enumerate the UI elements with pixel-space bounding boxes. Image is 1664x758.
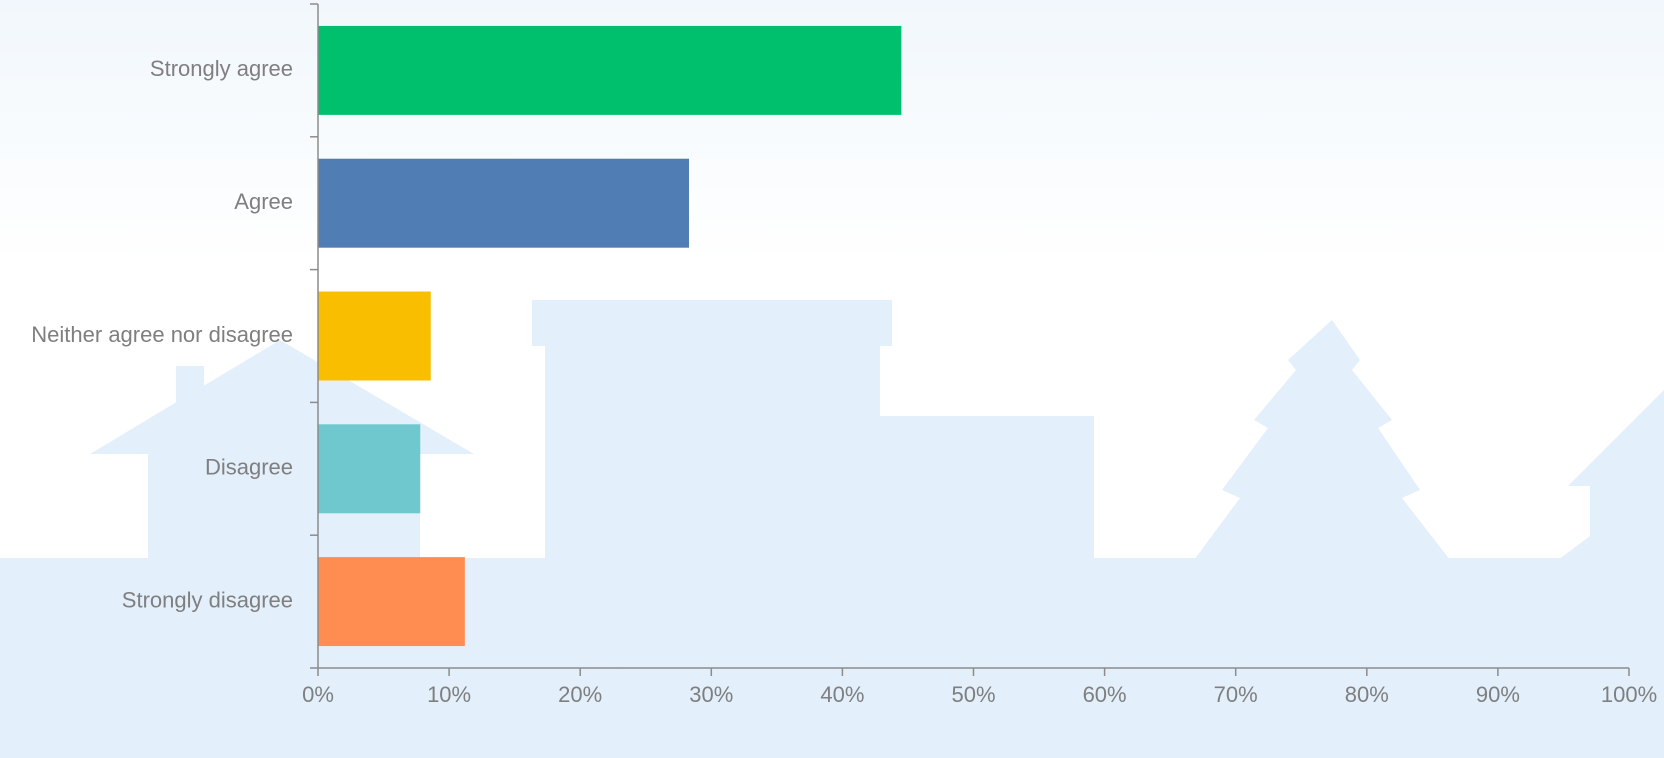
- category-label: Neither agree nor disagree: [31, 322, 293, 347]
- background-illustration: [0, 300, 1664, 758]
- bar-disagree: [318, 424, 421, 514]
- leash: [776, 538, 1010, 634]
- bar-agree: [318, 158, 690, 248]
- x-tick-label: 10%: [427, 682, 471, 707]
- plot-area: Strongly agree Agree Neither agree nor dis…: [31, 3, 1657, 707]
- category-label: Strongly disagree: [122, 587, 293, 612]
- x-tick-label: 40%: [820, 682, 864, 707]
- category-label: Agree: [234, 189, 293, 214]
- kid-body: [150, 515, 300, 720]
- x-tick-label: 90%: [1476, 682, 1520, 707]
- dog-body: [810, 608, 1085, 735]
- house-right: [1558, 390, 1664, 560]
- kid-head: [236, 466, 288, 518]
- scooter-deck: [200, 735, 350, 747]
- bar-strongly-disagree: [318, 557, 465, 647]
- x-tick-label: 70%: [1214, 682, 1258, 707]
- bar-strongly-agree: [318, 25, 902, 115]
- x-tick-label: 80%: [1345, 682, 1389, 707]
- scooter-wheel-front: [346, 724, 378, 756]
- x-tick-label: 60%: [1083, 682, 1127, 707]
- x-tick-label: 50%: [951, 682, 995, 707]
- wheelchair-person-head: [1300, 413, 1364, 477]
- house-left-chimney: [176, 366, 204, 416]
- wheelchair-small-wheel: [1384, 722, 1412, 750]
- bar-neither-agree-nor-disagree: [318, 291, 431, 381]
- wheelchair-wheel: [1226, 588, 1374, 736]
- category-label: Strongly agree: [150, 56, 293, 81]
- woman-body: [605, 430, 780, 750]
- scooter-wheel-back: [189, 724, 221, 756]
- x-tick-label: 30%: [689, 682, 733, 707]
- right-edge-circle: [1596, 612, 1664, 748]
- x-tick-label: 0%: [302, 682, 334, 707]
- category-label: Disagree: [205, 455, 293, 480]
- x-tick-label: 20%: [558, 682, 602, 707]
- wheelchair-person-body: [1268, 470, 1430, 720]
- woman-head: [634, 378, 686, 430]
- x-tick-label: 100%: [1601, 682, 1657, 707]
